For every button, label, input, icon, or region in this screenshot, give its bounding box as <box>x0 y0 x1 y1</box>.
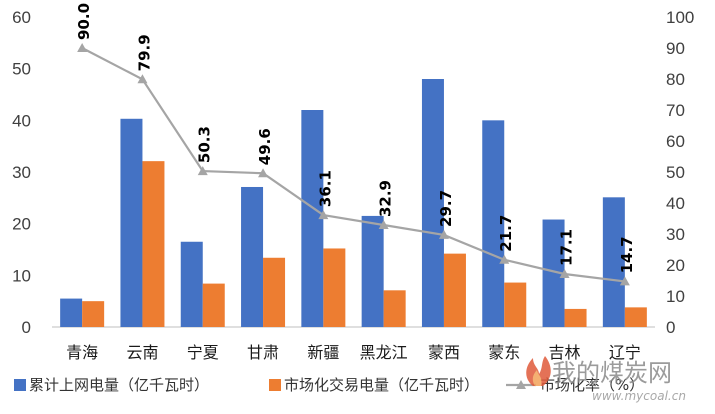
watermark-text: 我的煤炭网 <box>552 359 672 387</box>
right-tick-label: 20 <box>666 256 685 275</box>
right-tick-label: 0 <box>666 318 675 337</box>
market-rate-label: 36.1 <box>316 170 334 207</box>
bar-cumulative-power <box>60 298 83 327</box>
watermark-url: www.mycoal.cn <box>592 389 686 403</box>
market-rate-label: 14.7 <box>618 236 636 273</box>
market-rate-line <box>81 47 625 283</box>
right-tick-label: 50 <box>666 163 685 182</box>
category-label: 云南 <box>126 343 158 362</box>
market-rate-point <box>77 43 88 52</box>
left-tick-label: 0 <box>22 318 31 337</box>
left-tick-label: 30 <box>12 163 31 182</box>
market-rate-label: 17.1 <box>558 229 576 266</box>
bars <box>60 79 647 328</box>
market-rate-point <box>318 210 329 220</box>
bar-cumulative-power <box>361 215 384 327</box>
market-rate-point <box>559 268 570 278</box>
bar-market-trade <box>383 290 406 327</box>
market-rate-point <box>258 168 269 178</box>
bar-market-trade <box>323 248 346 327</box>
bar-cumulative-power <box>542 219 565 327</box>
bar-market-trade <box>202 283 225 327</box>
watermark: 我的煤炭网 www.mycoal.cn <box>526 356 686 403</box>
market-rate-label: 32.9 <box>377 180 395 217</box>
market-rate-point <box>438 229 449 239</box>
market-rate-point <box>619 276 630 286</box>
market-rate-label: 50.3 <box>196 126 214 163</box>
bar-cumulative-power <box>602 197 625 327</box>
category-label: 辽宁 <box>609 343 641 362</box>
right-tick-label: 10 <box>666 287 685 306</box>
bar-cumulative-power <box>241 186 264 327</box>
market-rate-label: 21.7 <box>497 215 515 252</box>
category-label: 甘肃 <box>247 343 279 362</box>
left-tick-label: 60 <box>12 8 31 27</box>
market-rate-point <box>378 220 389 230</box>
legend-swatch <box>269 379 281 391</box>
legend: 累计上网电量（亿千瓦时） 市场化交易电量（亿千瓦时） 市场化率（%） <box>14 376 644 394</box>
legend-swatch <box>14 379 26 391</box>
category-label: 蒙西 <box>428 343 460 362</box>
legend-label: 市场化交易电量（亿千瓦时） <box>284 376 479 394</box>
market-rate-label: 90.0 <box>75 3 93 40</box>
right-tick-label: 80 <box>666 70 685 89</box>
bar-cumulative-power <box>482 120 505 327</box>
bar-cumulative-power <box>180 241 203 327</box>
right-tick-label: 30 <box>666 225 685 244</box>
category-label: 蒙东 <box>488 343 520 362</box>
category-label: 黑龙江 <box>360 343 408 362</box>
left-axis: 0 10 20 30 40 50 60 <box>12 8 31 337</box>
category-labels: 青海 云南 宁夏 甘肃 新疆 黑龙江 蒙西 蒙东 吉林 辽宁 <box>66 343 641 362</box>
legend-marker <box>516 380 526 389</box>
market-rate-point <box>137 74 148 84</box>
left-tick-label: 10 <box>12 266 31 285</box>
market-rate-point <box>499 254 510 264</box>
market-rate-label: 29.7 <box>437 190 455 227</box>
bar-cumulative-power <box>120 118 143 328</box>
category-label: 宁夏 <box>187 343 219 362</box>
bar-market-trade <box>82 301 105 327</box>
market-rate-point <box>197 166 208 176</box>
right-tick-label: 100 <box>666 8 694 27</box>
right-tick-label: 60 <box>666 132 685 151</box>
bar-market-trade <box>504 282 527 327</box>
bar-market-trade <box>443 253 466 327</box>
right-tick-label: 40 <box>666 194 685 213</box>
left-tick-label: 40 <box>12 111 31 130</box>
right-axis: 0 10 20 30 40 50 60 70 80 90 100 <box>666 8 694 337</box>
category-label: 吉林 <box>549 343 581 362</box>
bar-cumulative-power <box>301 110 324 327</box>
left-tick-label: 50 <box>12 60 31 79</box>
left-tick-label: 20 <box>12 215 31 234</box>
bar-cumulative-power <box>421 79 444 327</box>
bar-market-trade <box>564 308 587 327</box>
category-label: 新疆 <box>307 343 339 362</box>
right-tick-label: 70 <box>666 101 685 120</box>
legend-label: 市场化率（%） <box>540 376 644 394</box>
bar-market-trade <box>263 257 286 327</box>
legend-label: 累计上网电量（亿千瓦时） <box>29 376 209 394</box>
market-rate-label: 79.9 <box>135 34 153 71</box>
bar-market-trade <box>624 307 647 327</box>
category-label: 青海 <box>66 343 98 362</box>
watermark-logo-icon <box>526 356 551 386</box>
right-tick-label: 90 <box>666 39 685 58</box>
line-series: 90.0 79.9 50.3 49.6 36.1 32.9 29.7 21.7 17.1 14.7 <box>75 3 636 286</box>
bar-market-trade <box>142 161 165 327</box>
market-rate-label: 49.6 <box>256 128 274 165</box>
